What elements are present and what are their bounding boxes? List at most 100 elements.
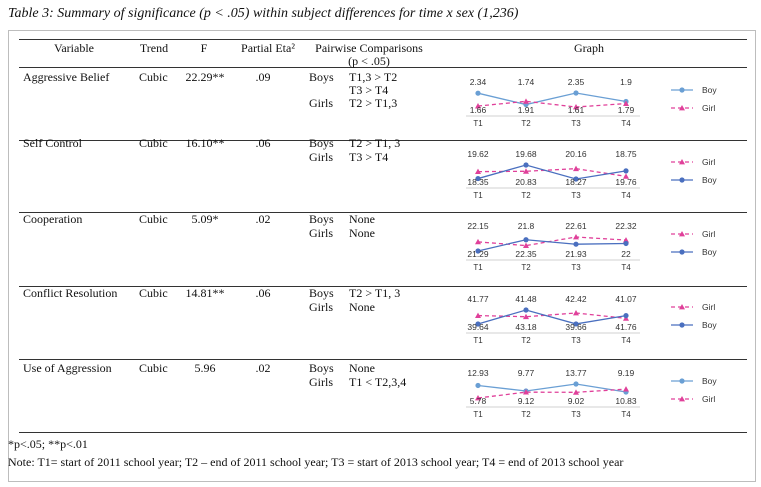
table-caption: Table 3: Summary of significance (p < .0…	[8, 6, 519, 21]
data-point-boy	[523, 307, 529, 313]
row-girls-comparison: None	[349, 226, 375, 240]
legend-label-boy: Boy	[702, 376, 717, 386]
legend-label-girl: Girl	[702, 302, 715, 312]
data-label: 9.12	[518, 396, 535, 406]
row-boys-label: Boys	[309, 70, 334, 84]
data-label: 22.35	[515, 249, 537, 259]
data-label: 22.61	[565, 221, 587, 231]
legend-marker-girl	[679, 159, 685, 165]
row-girls-label: Girls	[309, 96, 333, 110]
data-point-girl	[475, 103, 481, 109]
row-eta: .02	[255, 212, 271, 226]
data-point-boy	[573, 381, 579, 387]
data-label: 1.9	[620, 77, 632, 87]
row-eta: .06	[255, 286, 271, 300]
series-line-boy	[477, 383, 627, 393]
data-label: 12.93	[467, 368, 489, 378]
data-label: 41.76	[615, 322, 637, 332]
footnote: *p<.05; **p<.01	[8, 437, 88, 451]
data-point-girl	[623, 173, 629, 179]
data-label: 39.64	[467, 322, 489, 332]
legend-marker-boy	[679, 322, 685, 328]
data-point-girl	[623, 386, 629, 392]
row-boys-comparison: T3 > T4	[349, 83, 389, 97]
row-boys-label: Boys	[309, 361, 334, 375]
data-point-girl	[573, 310, 579, 316]
row-rule-2	[19, 212, 747, 213]
legend-label-boy: Boy	[702, 320, 717, 330]
data-label: 41.07	[615, 294, 637, 304]
data-point-girl	[523, 168, 529, 174]
x-tick-label: T1	[473, 191, 483, 200]
x-tick-label: T4	[621, 119, 631, 128]
legend-label-girl: Girl	[702, 157, 715, 167]
x-tick-label: T4	[621, 336, 631, 345]
row-variable: Cooperation	[23, 212, 83, 226]
row-girls-label: Girls	[309, 150, 333, 164]
x-tick-label: T3	[571, 336, 581, 345]
row-boys-comparison: T2 > T1, 3	[349, 286, 401, 300]
row-rule-1	[19, 140, 747, 141]
x-tick-label: T3	[571, 263, 581, 272]
data-point-boy	[623, 313, 629, 319]
row-girls-label: Girls	[309, 375, 333, 389]
data-point-girl	[523, 242, 529, 248]
row-boys-comparison: None	[349, 212, 375, 226]
data-point-boy	[573, 176, 579, 182]
x-tick-label: T4	[621, 410, 631, 419]
data-point-boy	[475, 321, 481, 327]
data-label: 22	[621, 249, 631, 259]
row-girls-comparison: None	[349, 300, 375, 314]
data-label: 5.78	[470, 396, 487, 406]
legend-marker-boy	[679, 177, 685, 183]
x-tick-label: T1	[473, 119, 483, 128]
series-line-girl	[477, 100, 627, 108]
data-point-girl	[523, 98, 529, 104]
data-point-boy	[573, 321, 579, 327]
row-variable: Conflict Resolution	[23, 286, 118, 300]
row-eta: .09	[255, 70, 271, 84]
row-boys-comparison: None	[349, 361, 375, 375]
series-line-girl	[477, 236, 627, 247]
data-label: 9.77	[518, 368, 535, 378]
data-label: 19.76	[615, 177, 637, 187]
data-point-girl	[623, 237, 629, 243]
row-f: 22.29**	[185, 70, 225, 84]
data-point-boy	[573, 241, 579, 247]
data-label: 19.62	[467, 149, 489, 159]
row-trend: Cubic	[139, 136, 168, 150]
x-tick-label: T2	[521, 119, 531, 128]
x-tick-label: T2	[521, 191, 531, 200]
data-point-girl	[573, 165, 579, 172]
data-point-girl	[623, 100, 629, 106]
row-trend: Cubic	[139, 212, 168, 226]
x-tick-label: T2	[521, 336, 531, 345]
header-pairwise-sub: (p < .05)	[348, 54, 390, 68]
data-label: 21.8	[518, 221, 535, 231]
data-label: 22.15	[467, 221, 489, 231]
series-line-boy	[477, 164, 627, 180]
header-top-rule	[19, 39, 747, 40]
data-point-boy	[623, 168, 629, 174]
data-label: 20.16	[565, 149, 587, 159]
row-f: 16.10**	[185, 136, 225, 150]
legend-label-boy: Boy	[702, 247, 717, 257]
data-label: 18.27	[565, 177, 587, 187]
data-point-girl	[523, 313, 529, 320]
data-label: 9.02	[568, 396, 585, 406]
row-eta: .02	[255, 361, 271, 375]
row-rule-4	[19, 359, 747, 360]
legend-label-boy: Boy	[702, 85, 717, 95]
data-point-boy	[523, 237, 529, 243]
header-trend: Trend	[139, 41, 169, 55]
series-line-boy	[477, 309, 627, 325]
row-trend: Cubic	[139, 361, 168, 375]
x-tick-label: T1	[473, 410, 483, 419]
data-label: 21.93	[565, 249, 587, 259]
data-label: 19.68	[515, 149, 537, 159]
header-graph: Graph	[574, 41, 604, 55]
data-point-boy	[623, 240, 629, 247]
x-tick-label: T3	[571, 191, 581, 200]
legend-label-girl: Girl	[702, 394, 715, 404]
row-variable: Use of Aggression	[23, 361, 112, 375]
